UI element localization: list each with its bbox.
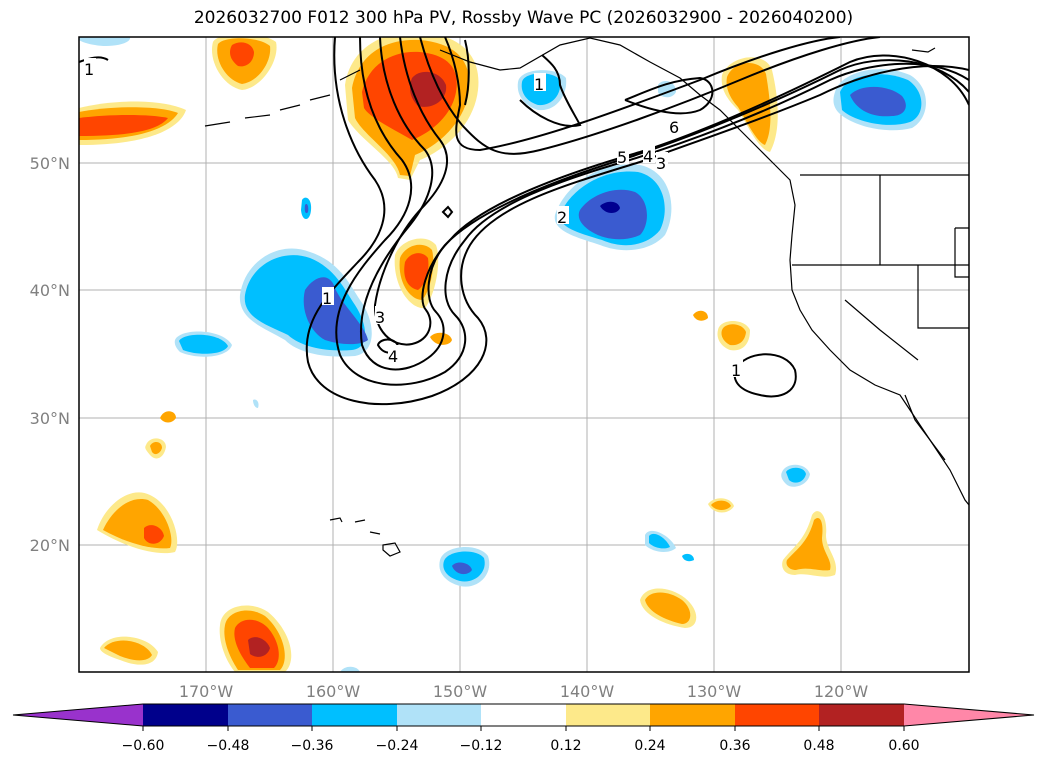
colorbar-segment — [481, 704, 566, 726]
colorbar-tick-label: 0.12 — [550, 738, 581, 754]
colorbar-tick-label: −0.48 — [207, 738, 250, 754]
negative-anomaly-fields — [79, 37, 926, 672]
colorbar-segment — [735, 704, 819, 726]
map-title: 2026032700 F012 300 hPa PV, Rossby Wave … — [193, 8, 854, 28]
lat-label: 40°N — [30, 281, 70, 300]
colorbar-segment — [650, 704, 735, 726]
colorbar-segment — [312, 704, 397, 726]
lon-label: 130°W — [687, 682, 742, 701]
colorbar-tick-label: 0.60 — [888, 738, 919, 754]
colorbar-tick-label: 0.36 — [719, 738, 750, 754]
colorbar: −0.60 −0.48 −0.36 −0.24 −0.12 0.12 0.24 … — [12, 703, 1035, 754]
contour-label: 1 — [84, 60, 94, 79]
contour-label: 5 — [617, 148, 627, 167]
colorbar-under-arrow — [13, 704, 143, 726]
colorbar-tick-label: −0.36 — [291, 738, 334, 754]
contour-label: 2 — [557, 208, 567, 227]
pv-contours — [79, 37, 969, 406]
contour-label: 1 — [731, 361, 741, 380]
contour-labels: 1 1 2 3 3 4 4 5 6 1 1 — [84, 58, 743, 380]
colorbar-segment — [397, 704, 481, 726]
lon-label: 150°W — [433, 682, 488, 701]
hawaiian-islands — [329, 517, 401, 557]
colorbar-tick-label: 0.24 — [634, 738, 665, 754]
colorbar-tick-label: −0.12 — [460, 738, 503, 754]
colorbar-tick-label: −0.60 — [122, 738, 165, 754]
lat-label: 20°N — [30, 536, 70, 555]
lon-label: 160°W — [306, 682, 361, 701]
colorbar-over-arrow — [904, 704, 1034, 726]
lon-label: 120°W — [814, 682, 869, 701]
contour-label: 1 — [322, 289, 332, 308]
map-content: 1 1 2 3 3 4 4 5 6 1 1 — [79, 37, 969, 672]
contour-label: 6 — [669, 118, 679, 137]
coastlines — [204, 37, 969, 506]
colorbar-segment — [566, 704, 650, 726]
positive-anomaly-fields — [79, 37, 837, 672]
lat-label: 50°N — [30, 154, 70, 173]
contour-label: 3 — [656, 154, 666, 173]
lat-label: 30°N — [30, 409, 70, 428]
lon-label: 170°W — [179, 682, 234, 701]
colorbar-segment — [143, 704, 228, 726]
map-frame — [78, 36, 970, 673]
longitude-labels: 170°W 160°W 150°W 140°W 130°W 120°W — [179, 682, 869, 701]
contour-label: 1 — [534, 75, 544, 94]
colorbar-segment — [228, 704, 312, 726]
latitude-labels: 50°N 40°N 30°N 20°N — [30, 154, 70, 555]
contour-label: 4 — [643, 147, 653, 166]
contour-label: 3 — [375, 308, 385, 327]
colorbar-tick-label: 0.48 — [803, 738, 834, 754]
colorbar-segment — [819, 704, 904, 726]
lon-label: 140°W — [560, 682, 615, 701]
colorbar-tick-label: −0.24 — [376, 738, 419, 754]
contour-label: 4 — [388, 347, 398, 366]
